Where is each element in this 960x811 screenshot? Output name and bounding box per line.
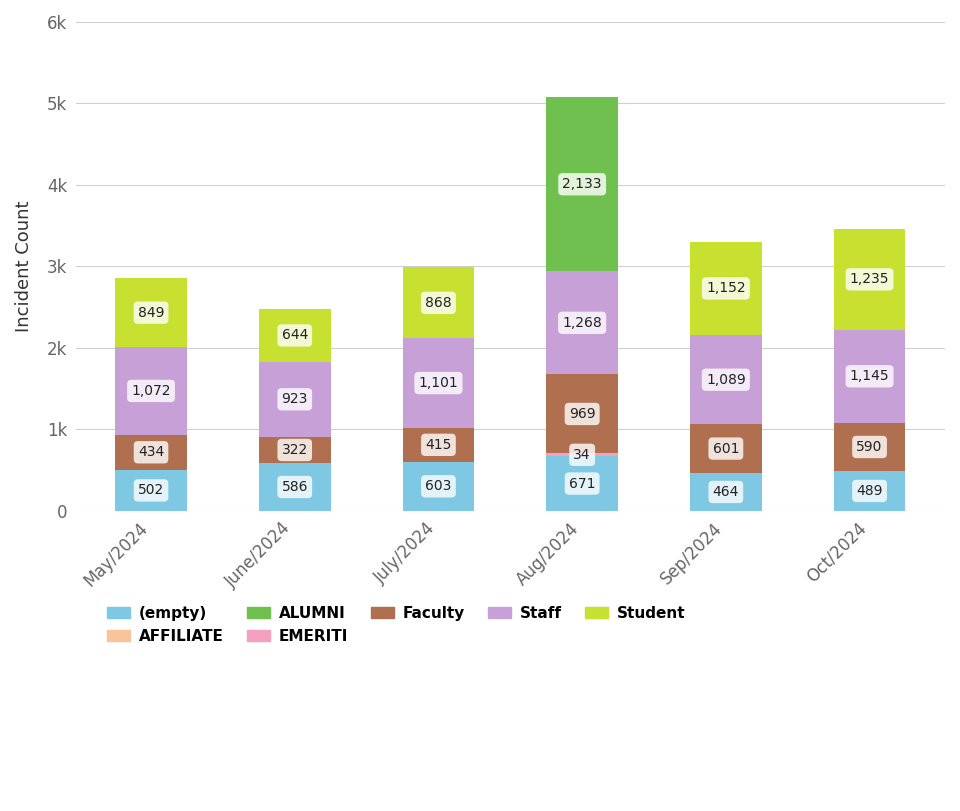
Text: 1,235: 1,235 [850, 272, 889, 286]
Text: 1,152: 1,152 [706, 281, 746, 295]
Text: 849: 849 [138, 306, 164, 320]
Text: 34: 34 [573, 448, 591, 461]
Text: 868: 868 [425, 296, 452, 310]
Bar [115, 347, 187, 435]
Bar [546, 375, 618, 453]
Text: 1,268: 1,268 [563, 315, 602, 330]
Bar [546, 453, 618, 457]
Text: 322: 322 [281, 443, 308, 457]
Text: 415: 415 [425, 438, 451, 452]
Y-axis label: Incident Count: Incident Count [15, 200, 33, 333]
Bar [115, 435, 187, 470]
Text: 644: 644 [281, 328, 308, 342]
Legend: (empty), AFFILIATE, ALUMNI, EMERITI, Faculty, Staff, Student: (empty), AFFILIATE, ALUMNI, EMERITI, Fac… [101, 600, 692, 650]
Bar [690, 336, 762, 424]
Bar [402, 338, 474, 428]
Text: 603: 603 [425, 479, 451, 493]
Text: 1,072: 1,072 [132, 384, 171, 398]
Text: 434: 434 [138, 445, 164, 459]
Bar [833, 471, 905, 511]
Bar [402, 428, 474, 461]
Bar [690, 424, 762, 473]
Bar [115, 278, 187, 347]
Text: 1,101: 1,101 [419, 376, 458, 390]
Text: 1,145: 1,145 [850, 369, 889, 384]
Bar [833, 423, 905, 471]
Bar [833, 229, 905, 329]
Bar [833, 329, 905, 423]
Bar [690, 473, 762, 511]
Text: 601: 601 [712, 441, 739, 456]
Bar [259, 362, 330, 437]
Text: 1,089: 1,089 [706, 373, 746, 387]
Text: 586: 586 [281, 480, 308, 494]
Text: 923: 923 [281, 393, 308, 406]
Text: 2,133: 2,133 [563, 178, 602, 191]
Bar [690, 242, 762, 336]
Bar [546, 271, 618, 375]
Bar [546, 457, 618, 511]
Bar [546, 97, 618, 271]
Text: 489: 489 [856, 484, 883, 498]
Bar [402, 268, 474, 338]
Text: 502: 502 [138, 483, 164, 497]
Bar [259, 463, 330, 511]
Text: 671: 671 [569, 477, 595, 491]
Text: 590: 590 [856, 440, 883, 454]
Bar [402, 461, 474, 511]
Bar [259, 437, 330, 463]
Bar [115, 470, 187, 511]
Text: 464: 464 [712, 485, 739, 499]
Text: 969: 969 [569, 407, 595, 421]
Bar [259, 309, 330, 362]
